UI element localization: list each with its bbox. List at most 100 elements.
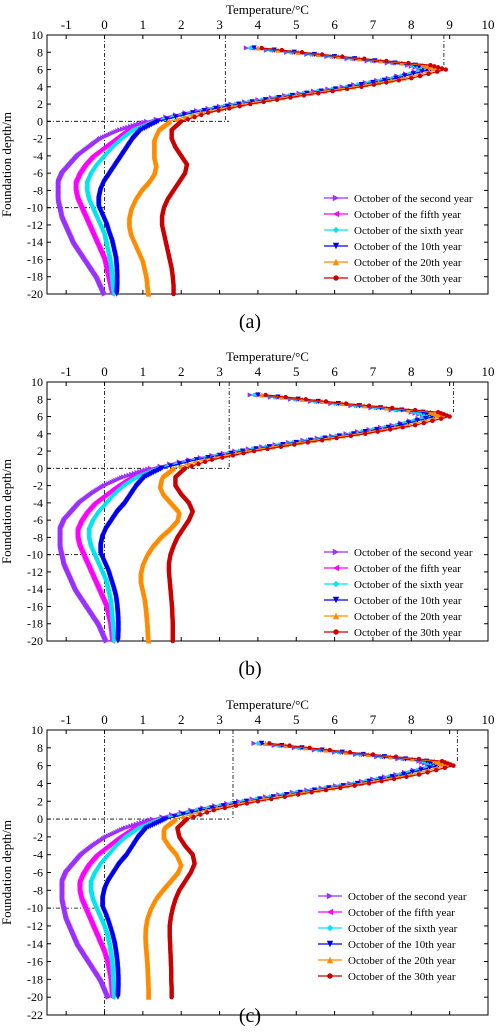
data-point [220, 803, 226, 809]
legend-marker [326, 908, 334, 916]
data-point [251, 392, 257, 398]
legend-marker [332, 548, 340, 556]
data-point [405, 769, 412, 775]
x-tick-label: 1 [140, 17, 147, 32]
x-tick-label: 5 [293, 712, 300, 727]
legend-marker [326, 924, 334, 932]
data-point [381, 77, 388, 83]
data-point [409, 756, 415, 762]
legend-label: October of the 20th year [354, 257, 462, 269]
legend-marker [333, 275, 339, 281]
y-tick-label: -14 [27, 582, 43, 596]
y-tick-label: -10 [27, 901, 43, 915]
y-tick-label: -2 [33, 830, 43, 844]
data-point [316, 91, 321, 96]
data-point [111, 638, 117, 644]
data-point [426, 765, 433, 771]
data-point [172, 114, 179, 120]
data-point [265, 446, 270, 452]
data-point [247, 392, 253, 398]
data-point [362, 778, 368, 784]
data-point [419, 69, 425, 75]
x-tick-label: 4 [255, 712, 262, 727]
data-point [442, 765, 448, 771]
data-point [414, 418, 420, 424]
legend-marker [332, 210, 340, 218]
data-point [301, 93, 307, 98]
data-point [114, 291, 120, 297]
legend-label: October of the fifth year [354, 209, 461, 221]
data-point [209, 805, 215, 811]
legend-marker [326, 956, 334, 964]
data-point [201, 107, 207, 114]
y-tick-label: -18 [27, 972, 43, 986]
data-point [146, 291, 152, 297]
x-tick-label: -1 [61, 364, 72, 379]
data-point [199, 112, 204, 118]
data-point [295, 792, 301, 797]
data-point [205, 454, 211, 461]
data-point [101, 291, 108, 297]
y-tick-label: -6 [33, 166, 43, 180]
data-point [374, 426, 380, 433]
data-point [401, 73, 408, 79]
data-point [146, 638, 152, 644]
y-tick-label: 0 [37, 461, 43, 475]
data-point [405, 407, 412, 413]
panel-label: (b) [238, 658, 261, 680]
legend-label: October of the second year [348, 891, 467, 903]
data-point [334, 435, 339, 441]
data-point [180, 814, 186, 820]
data-point [115, 994, 121, 1000]
data-point [388, 427, 393, 432]
data-point [343, 401, 349, 406]
data-point [330, 88, 335, 94]
data-point [299, 50, 305, 55]
series-3 [88, 740, 437, 1000]
y-axis-title: Foundation depth/m [0, 820, 14, 925]
data-point [226, 106, 232, 111]
data-point [239, 448, 246, 454]
series-1 [55, 45, 426, 297]
data-point [385, 424, 391, 430]
data-point [366, 781, 372, 786]
legend: October of the second year October of the… [324, 547, 473, 639]
y-tick-label: -10 [27, 201, 43, 215]
data-point [105, 994, 111, 1000]
series-6 [166, 392, 452, 644]
data-point [257, 796, 263, 802]
data-point [224, 103, 230, 109]
data-point [439, 66, 445, 71]
legend-label: October of the 30th year [354, 627, 462, 639]
x-tick-label: 3 [216, 712, 223, 727]
data-point [263, 392, 268, 398]
data-point [434, 69, 440, 74]
data-point [205, 110, 211, 115]
x-tick-label: 0 [101, 17, 108, 32]
y-tick-label: 10 [31, 375, 43, 389]
data-point [423, 759, 429, 765]
y-tick-label: -16 [27, 252, 43, 266]
data-point [424, 63, 430, 69]
data-point [222, 805, 228, 811]
legend-label: October of the 10th year [354, 595, 462, 607]
panel-label: (a) [239, 311, 261, 333]
data-point [432, 64, 437, 69]
data-point [255, 799, 261, 804]
data-point [416, 772, 422, 777]
data-point [421, 420, 426, 426]
data-point [437, 760, 443, 766]
x-axis-title: Temperature/°C [226, 2, 309, 17]
data-point [220, 455, 225, 460]
legend-label: October of the sixth year [354, 579, 464, 591]
y-tick-label: -20 [27, 287, 43, 301]
data-point [393, 754, 399, 759]
legend-marker [332, 194, 340, 202]
data-point [396, 78, 402, 83]
data-point [251, 448, 257, 454]
data-point [416, 756, 422, 762]
y-tick-label: -10 [27, 548, 43, 562]
x-tick-label: 1 [140, 712, 147, 727]
x-tick-label: 1 [140, 364, 147, 379]
